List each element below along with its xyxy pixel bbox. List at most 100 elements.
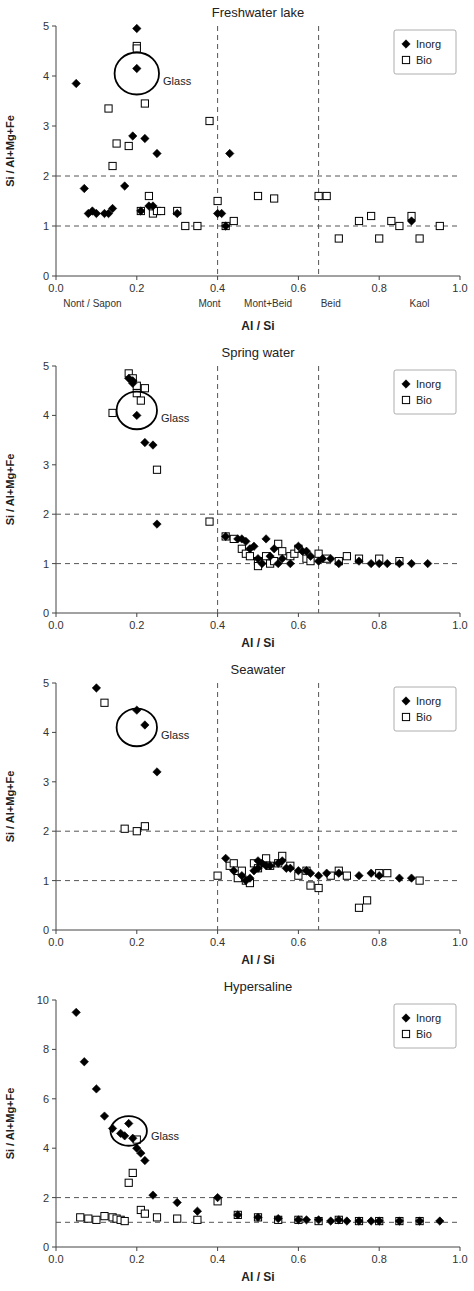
- zone-label: Mont+Beid: [244, 298, 292, 309]
- x-tick: [136, 930, 137, 934]
- annotation: Glass: [163, 75, 192, 87]
- point: [246, 874, 254, 882]
- point: [153, 466, 160, 473]
- y-tick-label: 5: [43, 677, 49, 689]
- y-tick: [52, 563, 56, 564]
- glass-ellipse: [115, 53, 159, 95]
- point: [396, 1217, 403, 1224]
- point: [355, 904, 362, 911]
- x-tick: [298, 1247, 299, 1251]
- point: [182, 222, 189, 229]
- y-tick-label: 4: [43, 409, 49, 421]
- x-tick: [460, 1247, 461, 1251]
- x-tick: [379, 1247, 380, 1251]
- point: [271, 195, 278, 202]
- point: [133, 828, 140, 835]
- point: [222, 533, 229, 540]
- y-tick-label: 2: [43, 170, 49, 182]
- series: [72, 1008, 444, 1225]
- x-tick-label: 0.6: [291, 282, 306, 294]
- point: [149, 1191, 157, 1199]
- point: [149, 202, 157, 210]
- legend-label: Bio: [416, 54, 432, 66]
- point: [92, 209, 100, 217]
- y-axis-line: [56, 26, 57, 276]
- y-tick-label: 0: [43, 924, 49, 936]
- glass-ellipse: [117, 709, 157, 747]
- y-tick-label: 4: [43, 726, 49, 738]
- reference-lines: [56, 683, 460, 930]
- y-tick-label: 1: [43, 875, 49, 887]
- point: [250, 542, 258, 550]
- x-tick: [136, 613, 137, 617]
- point: [141, 721, 149, 729]
- y-tick: [52, 683, 56, 684]
- point: [335, 869, 343, 877]
- y-tick: [52, 831, 56, 832]
- point: [137, 1149, 145, 1157]
- x-tick-label: 0.8: [372, 936, 387, 948]
- glass-ellipse: [117, 392, 157, 430]
- y-axis-label: Si / Al+Mg+Fe: [4, 771, 16, 843]
- point: [355, 1217, 362, 1224]
- series: [109, 370, 403, 570]
- point: [315, 884, 322, 891]
- point: [246, 553, 253, 560]
- x-tick: [56, 613, 57, 617]
- x-tick: [217, 1247, 218, 1251]
- y-tick-label: 3: [43, 120, 49, 132]
- point: [101, 1213, 108, 1220]
- y-tick: [52, 880, 56, 881]
- point: [77, 1214, 84, 1221]
- point: [141, 385, 148, 392]
- y-tick-label: 10: [37, 994, 49, 1006]
- v-line: [217, 683, 218, 930]
- y-tick: [52, 1049, 56, 1050]
- y-tick-label: 5: [43, 20, 49, 32]
- legend-marker: [402, 697, 410, 705]
- y-tick-label: 1: [43, 220, 49, 232]
- point: [153, 149, 161, 157]
- point: [278, 857, 286, 865]
- annotation: Glass: [161, 412, 190, 424]
- legend-label: Inorg: [416, 38, 441, 50]
- point: [141, 1210, 148, 1217]
- y-tick-label: 4: [43, 1142, 49, 1154]
- point: [80, 1058, 88, 1066]
- point: [105, 105, 112, 112]
- point: [137, 207, 144, 214]
- y-tick: [52, 1098, 56, 1099]
- y-axis-label: Si / Al+Mg+Fe: [4, 1088, 16, 1160]
- x-tick-label: 0.4: [210, 936, 225, 948]
- legend-marker: [402, 396, 409, 403]
- point: [133, 411, 141, 419]
- h-line: [56, 1197, 460, 1198]
- point: [343, 1217, 351, 1225]
- point: [125, 142, 132, 149]
- y-tick: [52, 781, 56, 782]
- point: [375, 871, 383, 879]
- x-tick-label: 0.2: [129, 282, 144, 294]
- point: [92, 1085, 100, 1093]
- point: [322, 869, 330, 877]
- point: [93, 1216, 100, 1223]
- point: [314, 1216, 322, 1224]
- point: [254, 1213, 262, 1221]
- point: [343, 872, 350, 879]
- y-tick-label: 0: [43, 607, 49, 619]
- point: [407, 874, 415, 882]
- x-tick-label: 0.8: [372, 1253, 387, 1265]
- x-tick: [460, 276, 461, 280]
- y-tick-label: 3: [43, 459, 49, 471]
- point: [173, 209, 181, 217]
- series: [77, 1136, 424, 1225]
- point: [262, 535, 270, 543]
- point: [153, 520, 161, 528]
- point: [213, 1193, 221, 1201]
- legend-marker: [402, 56, 409, 63]
- x-tick-label: 0.4: [210, 1253, 225, 1265]
- y-tick-label: 1: [43, 558, 49, 570]
- y-axis-line: [56, 1000, 57, 1247]
- x-tick-label: 0.6: [291, 619, 306, 631]
- point: [416, 235, 423, 242]
